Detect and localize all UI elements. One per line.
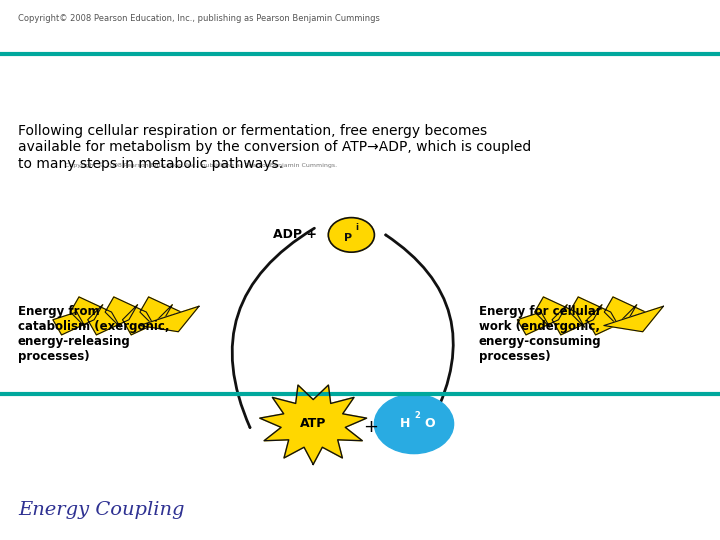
Text: 2: 2 <box>415 411 420 420</box>
Text: i: i <box>356 224 359 232</box>
Polygon shape <box>140 306 199 332</box>
Polygon shape <box>517 297 646 335</box>
Text: ADP +: ADP + <box>273 228 318 241</box>
Polygon shape <box>53 297 181 335</box>
Text: Copyright© 2008 Pearson Education, Inc., publishing as Pearson Benjamin Cummings: Copyright© 2008 Pearson Education, Inc.,… <box>18 15 380 23</box>
Circle shape <box>374 394 454 454</box>
Text: H: H <box>400 417 410 430</box>
Text: Energy for cellular
work (endergonic,
energy-consuming
processes): Energy for cellular work (endergonic, en… <box>479 305 601 363</box>
Text: P: P <box>343 233 352 242</box>
Circle shape <box>328 218 374 252</box>
Text: ATP: ATP <box>300 417 326 430</box>
Text: Copyright © 2008 Pearson Education, Inc., publishing as PearsonBenjamin Cummings: Copyright © 2008 Pearson Education, Inc.… <box>65 162 337 167</box>
Text: O: O <box>425 417 435 430</box>
Text: Energy from
catabolism (exergonic,
energy-releasing
processes): Energy from catabolism (exergonic, energ… <box>18 305 169 363</box>
Text: Energy Coupling: Energy Coupling <box>18 501 184 519</box>
Text: +: + <box>364 417 378 436</box>
Text: Following cellular respiration or fermentation, free energy becomes
available fo: Following cellular respiration or fermen… <box>18 124 531 171</box>
Polygon shape <box>260 385 366 464</box>
FancyArrowPatch shape <box>232 228 315 428</box>
Polygon shape <box>604 306 663 332</box>
FancyArrowPatch shape <box>386 235 454 418</box>
